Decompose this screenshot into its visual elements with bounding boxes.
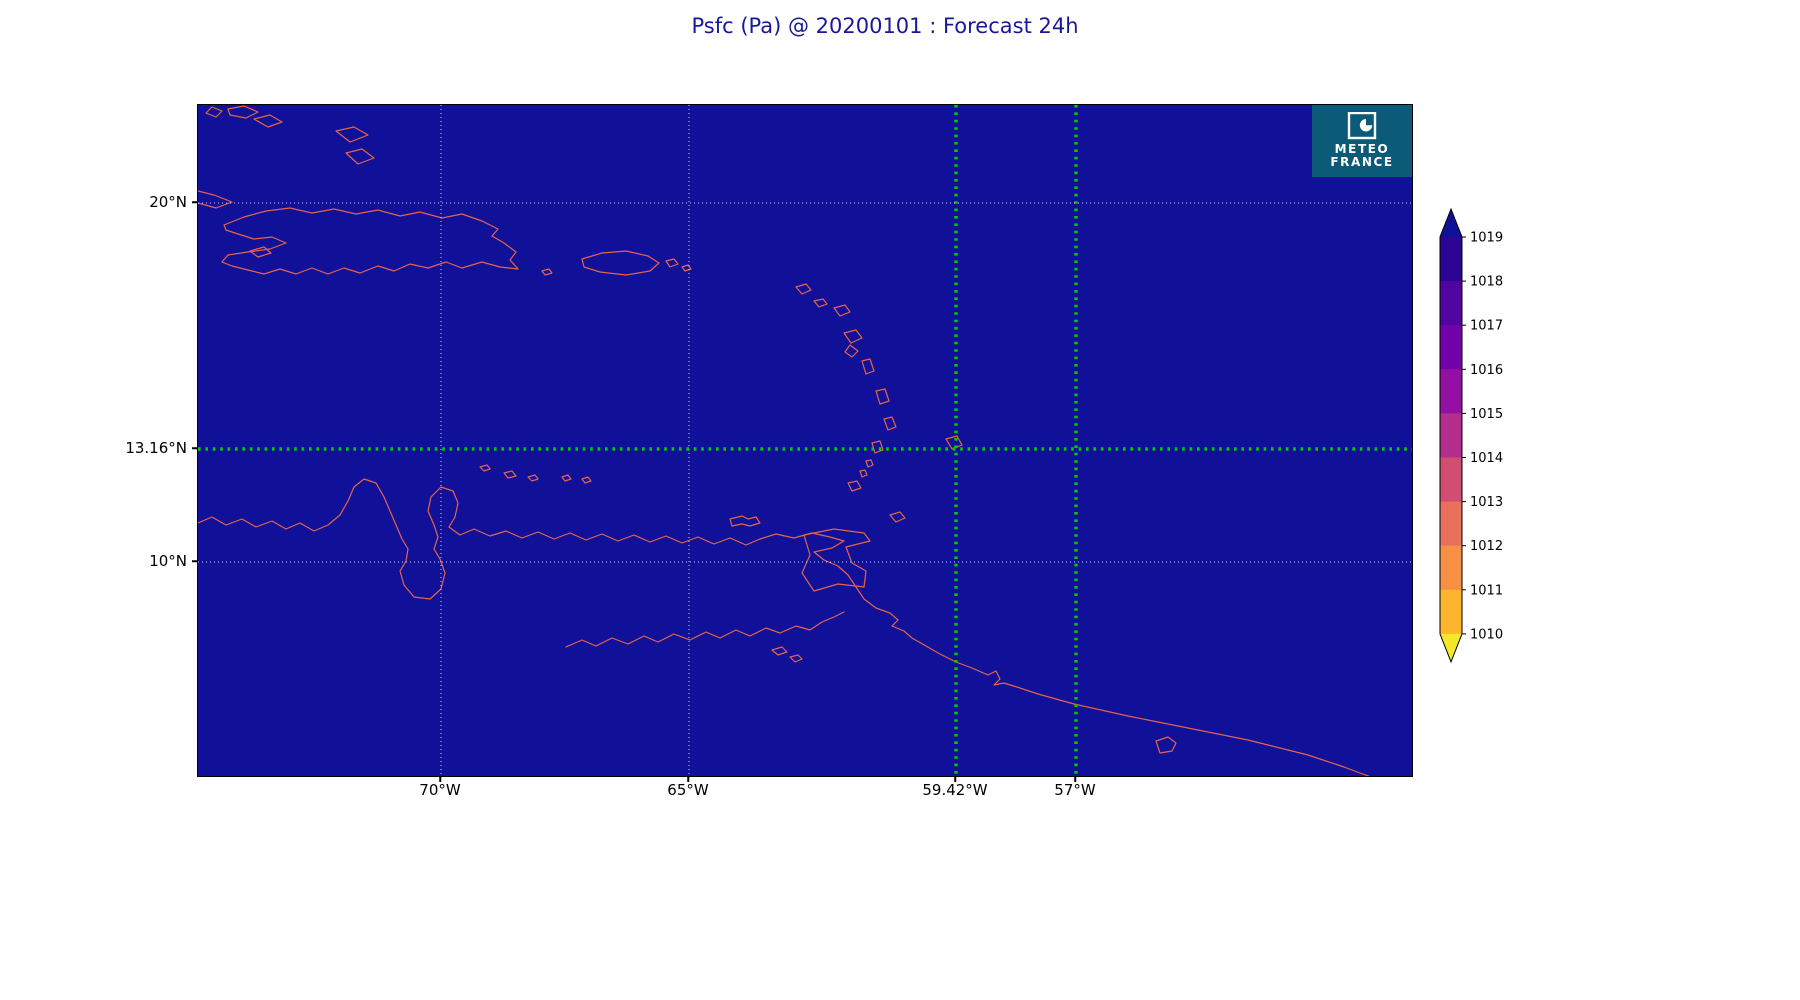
colorbar-tick-label: 1011 <box>1470 583 1503 598</box>
coastline-barbados <box>945 435 963 450</box>
y-axis-tick-label: 20°N <box>149 193 187 211</box>
x-axis-tick-label: 59.42°W <box>922 781 988 799</box>
meteo-france-wordmark: METEO FRANCE <box>1330 142 1394 170</box>
colorbar-segment <box>1440 457 1462 503</box>
colorbar-segment <box>1440 237 1462 282</box>
y-axis-tickmark <box>192 201 197 203</box>
colorbar-segment <box>1440 325 1462 370</box>
coastline-trinidad <box>801 528 871 592</box>
colorbar-segment <box>1440 589 1462 635</box>
logo-line-1: METEO <box>1334 142 1390 156</box>
coastline-abc-islands <box>479 464 539 482</box>
colorbar-tick-label: 1010 <box>1470 627 1503 642</box>
map-plot: METEO FRANCE <box>197 104 1413 777</box>
colorbar-extend-under-arrow <box>1440 633 1462 662</box>
coastline-orinoco-river <box>565 611 845 648</box>
map-canvas <box>198 105 1412 776</box>
coastline-hispaniola <box>221 207 519 275</box>
colorbar-tick-label: 1017 <box>1470 319 1503 334</box>
x-axis-tick-label: 57°W <box>1054 781 1096 799</box>
meteo-france-icon <box>1347 112 1377 140</box>
coastline-cuba-fragment <box>198 190 233 209</box>
colorbar-svg: 1019 1018 1017 1016 1015 1014 1013 1012 1011 1010 <box>1439 207 1503 664</box>
y-axis-tickmark <box>192 560 197 562</box>
colorbar-tick-label: 1016 <box>1470 363 1503 378</box>
y-axis-tick-label: 10°N <box>149 552 187 570</box>
colorbar-tick-label: 1018 <box>1470 275 1503 290</box>
coastline-tobago <box>889 511 906 523</box>
colorbar-segment <box>1440 413 1462 459</box>
coastline-mona-island <box>541 268 553 276</box>
grid-layer <box>198 105 1412 776</box>
coastline-layer <box>198 105 1371 776</box>
colorbar-tick-label: 1019 <box>1470 231 1503 246</box>
coastline-gonave-island <box>249 246 272 258</box>
coastline-puerto-rico <box>581 250 660 276</box>
coastline-virgin-islands <box>665 258 692 272</box>
colorbar-segment <box>1440 281 1462 326</box>
coastline-los-roques <box>561 474 592 484</box>
colorbar-tick-label: 1014 <box>1470 451 1503 466</box>
coastline-margarita <box>729 515 761 527</box>
y-axis-tickmark <box>192 447 197 449</box>
x-axis-tickmark <box>687 777 689 782</box>
y-axis-tick-label: 13.16°N <box>125 439 187 457</box>
colorbar-tick-label: 1012 <box>1470 539 1503 554</box>
x-axis-tickmark <box>1074 777 1076 782</box>
logo-line-2: FRANCE <box>1330 155 1394 170</box>
colorbar-tick-label: 1013 <box>1470 495 1503 510</box>
coastline-turks-caicos <box>335 126 375 165</box>
colorbar-tick-label: 1015 <box>1470 407 1503 422</box>
plot-title: Psfc (Pa) @ 20200101 : Forecast 24h <box>691 14 1079 38</box>
colorbar-segment <box>1440 501 1462 547</box>
colorbar-segment <box>1440 369 1462 414</box>
coastline-lesser-antilles <box>795 283 897 492</box>
colorbar-extend-over-arrow <box>1440 209 1462 237</box>
x-axis-tickmark <box>439 777 441 782</box>
x-axis-tick-label: 65°W <box>667 781 709 799</box>
x-axis-tick-label: 70°W <box>419 781 461 799</box>
coastline-guiana-island <box>1155 736 1177 754</box>
x-axis-tickmark <box>954 777 956 782</box>
coastline-south-america <box>198 478 1371 776</box>
meteo-france-logo: METEO FRANCE <box>1312 105 1412 177</box>
colorbar-segment <box>1440 545 1462 591</box>
coastline-bahamas-islands <box>205 105 283 128</box>
coastline-river-lakes <box>771 646 803 663</box>
